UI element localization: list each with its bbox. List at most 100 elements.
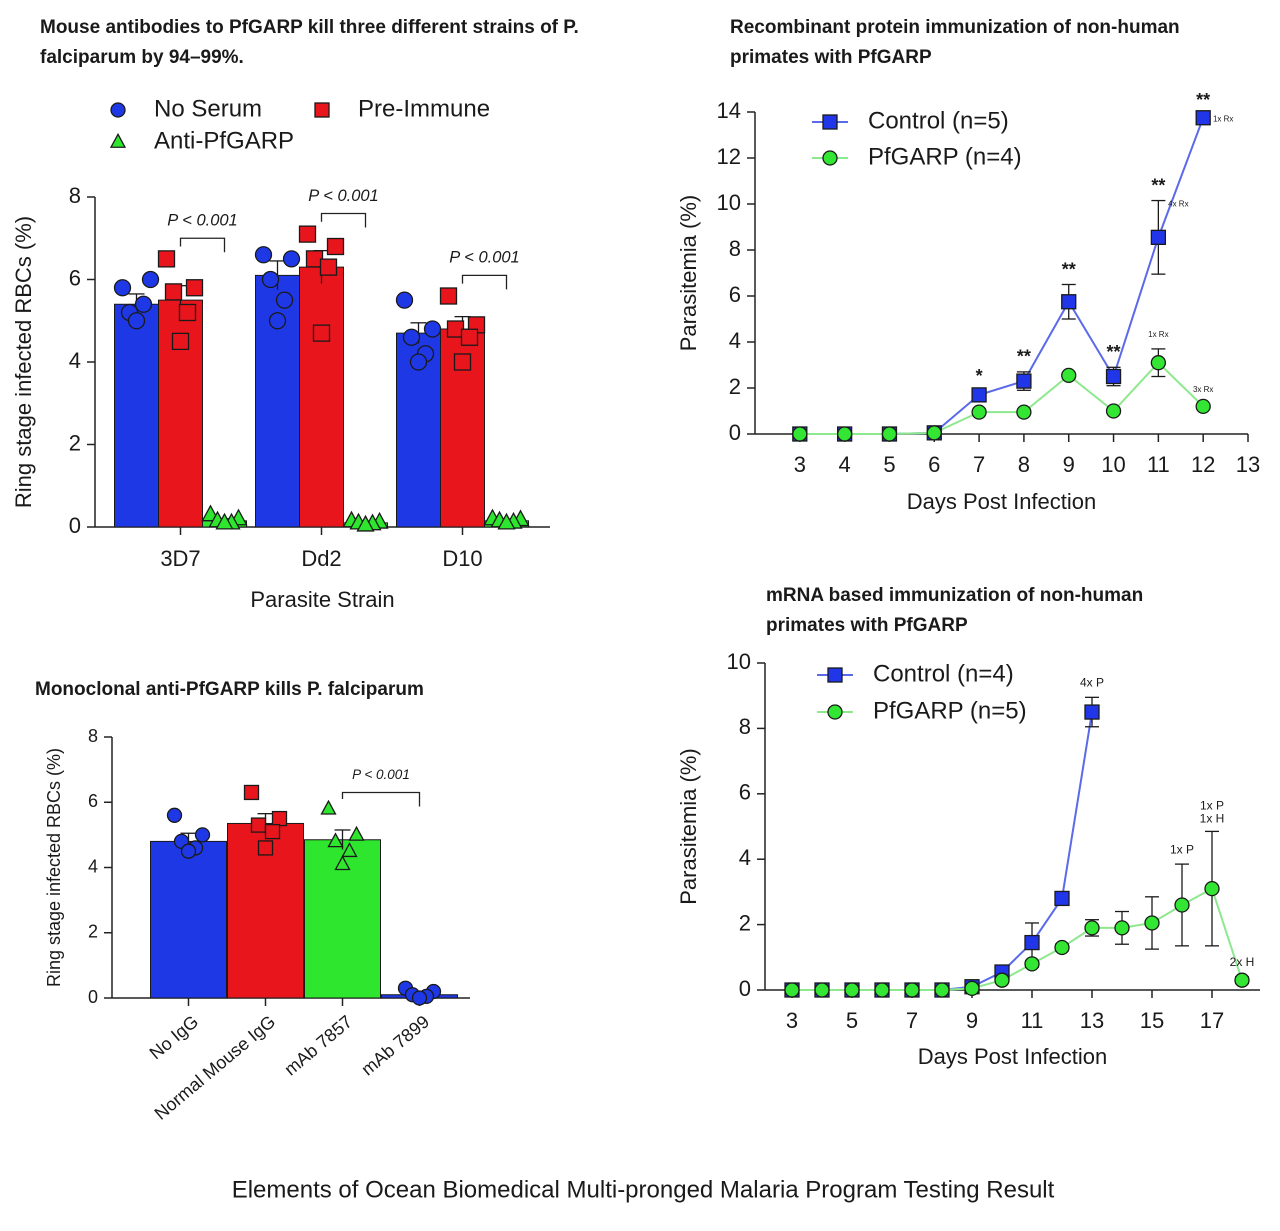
data-point	[250, 817, 267, 833]
data-point	[1016, 404, 1032, 420]
data-point	[1061, 367, 1077, 384]
data-point	[1084, 920, 1100, 936]
bar	[150, 840, 227, 999]
data-point	[881, 426, 898, 442]
x-tick-label: 13	[1080, 1008, 1104, 1033]
series-line	[792, 711, 1093, 991]
legend-marker	[110, 102, 126, 118]
y-axis-label: Parasitemia (%)	[676, 748, 701, 904]
data-point	[180, 843, 197, 859]
data-point	[334, 855, 351, 871]
significance-bracket	[179, 237, 226, 253]
title-line: primates with PfGARP	[766, 615, 968, 636]
p-value-label: P < 0.001	[167, 212, 238, 230]
data-point	[904, 982, 920, 998]
x-tick-label: 15	[1140, 1008, 1164, 1033]
data-point	[1105, 368, 1122, 385]
data-point	[971, 387, 987, 403]
data-point	[844, 982, 860, 998]
data-point	[453, 353, 472, 371]
significance-label: **	[1107, 342, 1121, 362]
data-point	[814, 982, 830, 998]
data-point	[164, 283, 183, 301]
data-point	[261, 270, 280, 289]
data-point	[215, 512, 234, 530]
x-tick-label: D10	[442, 546, 482, 571]
significance-label: **	[1017, 347, 1031, 367]
x-tick-label: 17	[1200, 1008, 1224, 1033]
x-tick-label: 3D7	[160, 546, 200, 571]
data-point	[395, 291, 414, 309]
p-value-label: P < 0.001	[352, 767, 410, 782]
y-tick-label: 2	[729, 374, 741, 399]
x-axis-label: Days Post Infection	[907, 489, 1097, 514]
data-point	[298, 225, 317, 243]
x-tick-label: 3	[786, 1008, 798, 1033]
data-point	[1024, 934, 1040, 951]
legend-marker	[822, 114, 838, 130]
legend-marker	[109, 132, 127, 148]
point-label: 1x H	[1200, 812, 1225, 826]
data-point	[874, 982, 890, 998]
x-tick-label: 7	[973, 452, 985, 477]
data-point	[792, 426, 808, 442]
x-tick-label: No IgG	[146, 1011, 203, 1063]
y-tick-label: 4	[729, 328, 741, 353]
x-tick-label: 10	[1101, 452, 1125, 477]
bar	[114, 303, 159, 528]
data-point	[194, 827, 211, 843]
p-value-label: P < 0.001	[308, 187, 379, 205]
chart-title: Recombinant protein immunization of non-…	[730, 17, 1185, 68]
y-tick-label: 10	[727, 649, 751, 674]
y-tick-label: 8	[729, 236, 741, 261]
data-point	[460, 328, 479, 346]
data-point	[1114, 920, 1130, 936]
data-point	[1195, 398, 1211, 415]
x-tick-label: mAb 7899	[357, 1011, 433, 1079]
y-tick-label: 6	[739, 780, 751, 805]
data-point	[1144, 915, 1160, 931]
x-tick-label: 12	[1191, 452, 1215, 477]
y-tick-label: 4	[69, 348, 81, 373]
x-axis-label: Days Post Infection	[918, 1044, 1108, 1069]
data-point	[971, 404, 987, 420]
data-point	[784, 982, 800, 998]
x-tick-label: 5	[883, 452, 895, 477]
series-line	[799, 361, 1204, 435]
title-line: Monoclonal anti-PfGARP kills P. falcipar…	[35, 679, 424, 700]
chart-title: mRNA based immunization of non-human pri…	[766, 585, 1148, 636]
x-tick-label: Dd2	[301, 546, 341, 571]
chart-title: Mouse antibodies to PfGARP kill three di…	[40, 17, 584, 68]
significance-bracket	[461, 274, 508, 290]
data-point	[402, 328, 421, 346]
chart-title: Monoclonal anti-PfGARP kills P. falcipar…	[35, 679, 424, 700]
x-tick-label: 7	[906, 1008, 918, 1033]
bar	[440, 328, 485, 528]
legend-label: Control (n=5)	[868, 107, 1009, 134]
data-point	[497, 512, 516, 530]
series-line	[792, 887, 1243, 991]
point-label: 1x Rx	[1148, 330, 1168, 339]
x-tick-label: 3	[794, 452, 806, 477]
data-point	[1084, 704, 1100, 720]
point-label: 3x Rx	[1193, 385, 1213, 394]
y-tick-label: 0	[739, 976, 751, 1001]
data-point	[994, 972, 1010, 988]
x-tick-label: 8	[1018, 452, 1030, 477]
legend-marker	[827, 704, 843, 720]
point-label: 1x Rx	[1213, 115, 1233, 124]
legend-label: No Serum	[154, 95, 262, 122]
y-tick-label: 8	[739, 714, 751, 739]
data-point	[411, 990, 428, 1006]
title-line: mRNA based immunization of non-human	[766, 585, 1148, 606]
y-tick-label: 0	[88, 987, 98, 1007]
data-point	[964, 980, 980, 997]
data-point	[282, 250, 301, 268]
data-point	[1195, 110, 1211, 126]
data-point	[1174, 897, 1190, 913]
data-point	[134, 295, 153, 313]
y-tick-label: 2	[739, 910, 751, 935]
bar	[299, 266, 344, 528]
data-point	[113, 279, 132, 297]
